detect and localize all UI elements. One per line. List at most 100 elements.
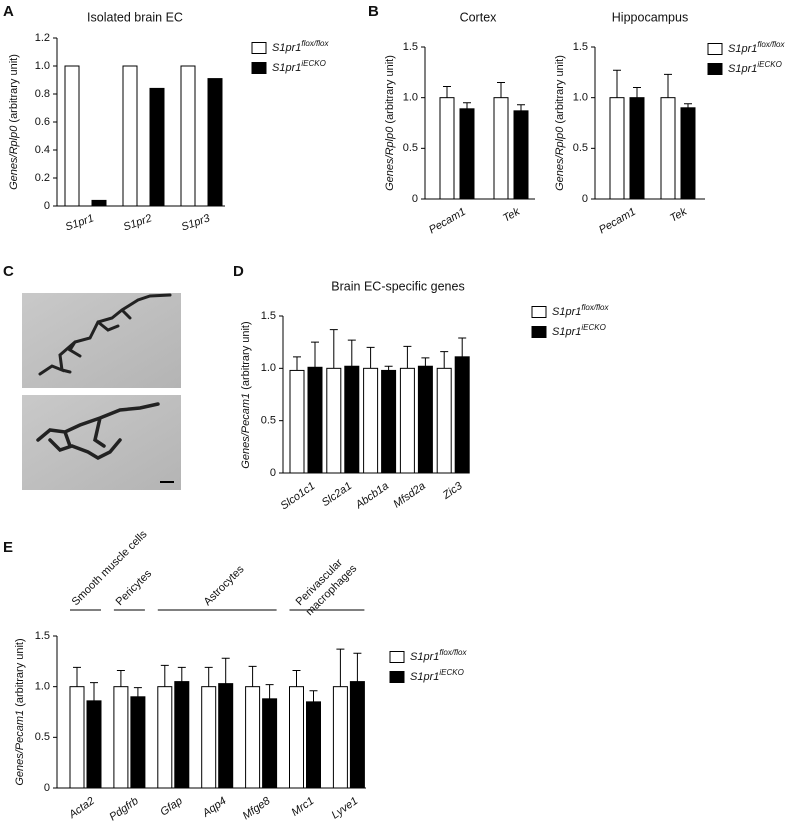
x-tick-label: Zic3 (440, 480, 465, 503)
y-tick-label: 1.0 (35, 681, 50, 693)
legend-swatch (389, 671, 405, 683)
bar (513, 110, 529, 200)
y-tick-label: 0 (582, 193, 588, 205)
y-tick-label: 0 (44, 782, 50, 794)
y-tick-label: 0.5 (35, 731, 50, 743)
y-tick-label: 0 (270, 467, 276, 479)
bar (439, 97, 455, 200)
bar (69, 686, 85, 789)
bar (307, 366, 323, 474)
x-tick-label: Tek (501, 205, 522, 224)
x-tick-label: Aqp4 (200, 795, 229, 820)
y-tick-label: 1.5 (35, 630, 50, 642)
error-bar (248, 665, 257, 687)
bar (344, 365, 360, 474)
micrograph (22, 293, 181, 490)
bar (130, 696, 146, 789)
bar (660, 97, 676, 200)
chart-title: Cortex (460, 10, 498, 24)
y-tick-label: 0.4 (35, 144, 50, 156)
bar (609, 97, 625, 200)
bar (629, 97, 645, 200)
error-bar (684, 103, 692, 108)
chart-title: Brain EC-specific genes (331, 279, 464, 293)
legend-label: S1pr1flox/flox (552, 303, 609, 318)
bar (180, 65, 196, 207)
y-tick-label: 0.5 (573, 142, 588, 154)
y-axis-label: Genes/Pecam1 (arbitrary unit) (240, 321, 252, 468)
legend-swatch (251, 62, 267, 74)
y-tick-label: 0 (412, 193, 418, 205)
x-tick-label: Slc2a1 (320, 480, 354, 509)
bar (91, 199, 107, 207)
bar (493, 97, 509, 200)
bar (157, 686, 173, 789)
error-bar (353, 652, 362, 682)
panel-label: C (3, 263, 14, 280)
error-bar (336, 648, 345, 687)
error-bar (160, 664, 169, 687)
bar (245, 686, 261, 789)
x-tick-label: Tek (668, 205, 689, 224)
error-bar (517, 104, 525, 111)
bar (113, 686, 129, 789)
y-tick-label: 0.6 (35, 116, 50, 128)
error-bar (221, 657, 230, 684)
error-bar (440, 351, 449, 369)
x-tick-label: Acta2 (66, 795, 97, 822)
y-tick-label: 1.0 (573, 92, 588, 104)
y-tick-label: 1.0 (403, 92, 418, 104)
error-bar (265, 684, 274, 699)
x-tick-label: Pecam1 (427, 206, 468, 237)
y-tick-label: 0.8 (35, 88, 50, 100)
error-bar (177, 666, 186, 682)
bar (399, 367, 415, 474)
panel-label: D (233, 263, 244, 280)
error-bar (613, 69, 621, 98)
error-bar (633, 87, 641, 98)
legend-swatch (251, 42, 267, 54)
bar (218, 683, 234, 789)
bar (149, 87, 165, 207)
x-tick-label: Lyve1 (330, 795, 361, 822)
chart: A Isolated brain EC Genes/Rplp0 (arbitrary… (3, 3, 329, 234)
error-bar (116, 669, 125, 687)
bar (174, 681, 190, 789)
x-tick-label: S1pr1 (64, 212, 96, 233)
x-tick-label: Pecam1 (597, 206, 638, 237)
y-tick-label: 1.2 (35, 32, 50, 44)
error-bar (347, 339, 356, 367)
panel-label: A (3, 3, 14, 20)
bar (289, 369, 305, 474)
legend-swatch (389, 651, 405, 663)
y-axis-label: Genes/Rplp0 (arbitrary unit) (384, 55, 396, 191)
bar (417, 365, 433, 474)
legend-label: S1pr1flox/flox (272, 39, 329, 54)
x-tick-label: Gfap (158, 795, 184, 819)
chart: B Cortex Genes/Rplp0 (arbitrary unit) 0 0.5 1… (368, 3, 535, 236)
y-tick-label: 0.5 (403, 142, 418, 154)
bar (326, 367, 342, 474)
chart: Hippocampus Genes/Rplp0 (arbitrary unit) 0… (554, 10, 786, 236)
bar (122, 65, 138, 207)
error-bar (421, 357, 430, 367)
bar (381, 369, 397, 474)
error-bar (73, 666, 81, 687)
bar (64, 65, 80, 207)
y-tick-label: 1.0 (35, 60, 50, 72)
error-bar (90, 682, 98, 701)
error-bar (366, 346, 375, 369)
y-tick-label: 0 (44, 200, 50, 212)
error-bar (133, 687, 142, 697)
panel-label: E (3, 539, 13, 556)
error-bar (664, 73, 672, 98)
bar (289, 686, 304, 789)
legend-label: S1pr1iECKO (728, 60, 782, 75)
bar (306, 701, 321, 789)
bar (207, 78, 223, 207)
y-tick-label: 1.0 (261, 362, 276, 374)
x-tick-label: S1pr2 (122, 212, 154, 233)
legend-swatch (531, 306, 547, 318)
bar (332, 686, 348, 789)
y-tick-label: 1.5 (403, 41, 418, 53)
